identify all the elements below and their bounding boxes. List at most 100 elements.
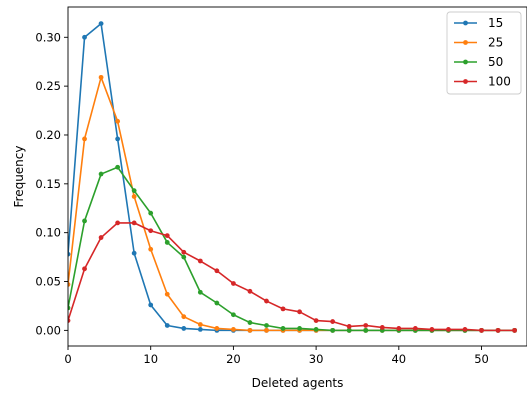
x-tick-label: 30 xyxy=(309,352,324,366)
data-point xyxy=(164,323,170,328)
data-point xyxy=(330,327,336,333)
y-tick-label: 0.05 xyxy=(35,275,61,289)
data-point xyxy=(98,171,104,177)
data-point xyxy=(313,318,319,323)
data-point xyxy=(231,281,236,286)
x-tick-label: 50 xyxy=(474,352,489,366)
legend-label: 25 xyxy=(488,36,503,50)
series-100 xyxy=(68,220,517,333)
data-point xyxy=(181,249,187,255)
data-point xyxy=(82,34,87,40)
data-point xyxy=(131,194,137,199)
data-point xyxy=(115,118,121,124)
x-tick-label: 0 xyxy=(64,352,71,366)
data-point xyxy=(479,327,484,333)
data-point xyxy=(446,326,451,332)
y-tick-label: 0.10 xyxy=(35,226,61,240)
data-point xyxy=(264,298,269,304)
data-point xyxy=(131,220,137,226)
data-point xyxy=(131,188,137,194)
data-point xyxy=(313,326,319,332)
data-point xyxy=(330,319,336,324)
data-point xyxy=(363,327,369,333)
y-tick-label: 0.00 xyxy=(35,323,61,337)
legend-label: 100 xyxy=(488,75,511,89)
data-point xyxy=(280,306,286,312)
data-point xyxy=(379,325,385,330)
data-point xyxy=(214,326,220,331)
data-point xyxy=(280,326,286,331)
data-point xyxy=(181,254,187,260)
data-point xyxy=(363,323,369,328)
legend-label: 15 xyxy=(488,16,503,30)
data-point xyxy=(181,326,187,331)
series-line-50 xyxy=(68,166,515,332)
data-point xyxy=(68,251,71,257)
data-point xyxy=(115,164,121,170)
data-point xyxy=(462,326,468,332)
y-tick-label: 0.15 xyxy=(35,177,61,191)
data-point xyxy=(197,289,203,295)
data-point xyxy=(82,266,87,272)
data-point xyxy=(68,318,71,323)
data-point xyxy=(164,291,170,297)
data-point xyxy=(98,74,104,80)
data-point xyxy=(247,288,253,294)
data-point xyxy=(82,218,87,224)
data-point xyxy=(247,320,253,325)
data-point xyxy=(214,300,220,306)
data-point xyxy=(264,323,269,328)
y-axis: 0.00 0.05 0.10 0.15 0.20 0.25 0.30 xyxy=(35,30,68,337)
data-point xyxy=(264,327,269,333)
data-point xyxy=(148,302,154,308)
data-point xyxy=(181,314,187,320)
data-point xyxy=(214,268,220,274)
legend: 15 25 50 100 xyxy=(446,11,522,95)
y-tick-label: 0.30 xyxy=(35,30,61,44)
x-tick-label: 10 xyxy=(143,352,158,366)
data-point xyxy=(297,309,302,315)
data-point xyxy=(231,312,236,318)
data-point xyxy=(412,326,418,331)
data-point xyxy=(98,21,104,27)
data-point xyxy=(98,235,104,240)
data-point xyxy=(197,258,203,264)
y-tick-label: 0.20 xyxy=(35,128,61,142)
legend-box xyxy=(446,11,522,95)
x-axis-label: Deleted agents xyxy=(252,376,344,390)
y-axis-label: Frequency xyxy=(12,146,26,208)
data-point xyxy=(197,322,203,327)
legend-marker xyxy=(463,79,468,84)
data-point xyxy=(82,136,87,142)
legend-marker xyxy=(463,59,468,65)
data-point xyxy=(115,220,121,226)
data-point xyxy=(68,305,71,311)
legend-label: 50 xyxy=(488,55,503,69)
data-point xyxy=(231,326,236,332)
data-point xyxy=(164,233,170,239)
data-point xyxy=(197,326,203,332)
data-point xyxy=(346,327,352,333)
x-axis: 0 10 20 30 40 50 xyxy=(64,346,489,366)
series-layer xyxy=(68,21,517,333)
data-point xyxy=(68,282,71,287)
data-point xyxy=(148,210,154,216)
data-point xyxy=(297,326,302,331)
data-point xyxy=(164,240,170,245)
data-point xyxy=(495,327,501,333)
data-point xyxy=(131,250,137,256)
data-point xyxy=(247,327,253,333)
series-line-100 xyxy=(68,222,515,332)
data-point xyxy=(148,228,154,234)
data-point xyxy=(346,324,352,329)
y-tick-label: 0.25 xyxy=(35,79,61,93)
data-point xyxy=(429,326,435,332)
data-point xyxy=(396,326,402,331)
x-tick-label: 40 xyxy=(391,352,406,366)
plot-frame xyxy=(67,6,527,347)
legend-marker xyxy=(463,40,468,45)
data-point xyxy=(512,327,517,333)
legend-marker xyxy=(463,20,468,26)
data-point xyxy=(148,246,154,252)
